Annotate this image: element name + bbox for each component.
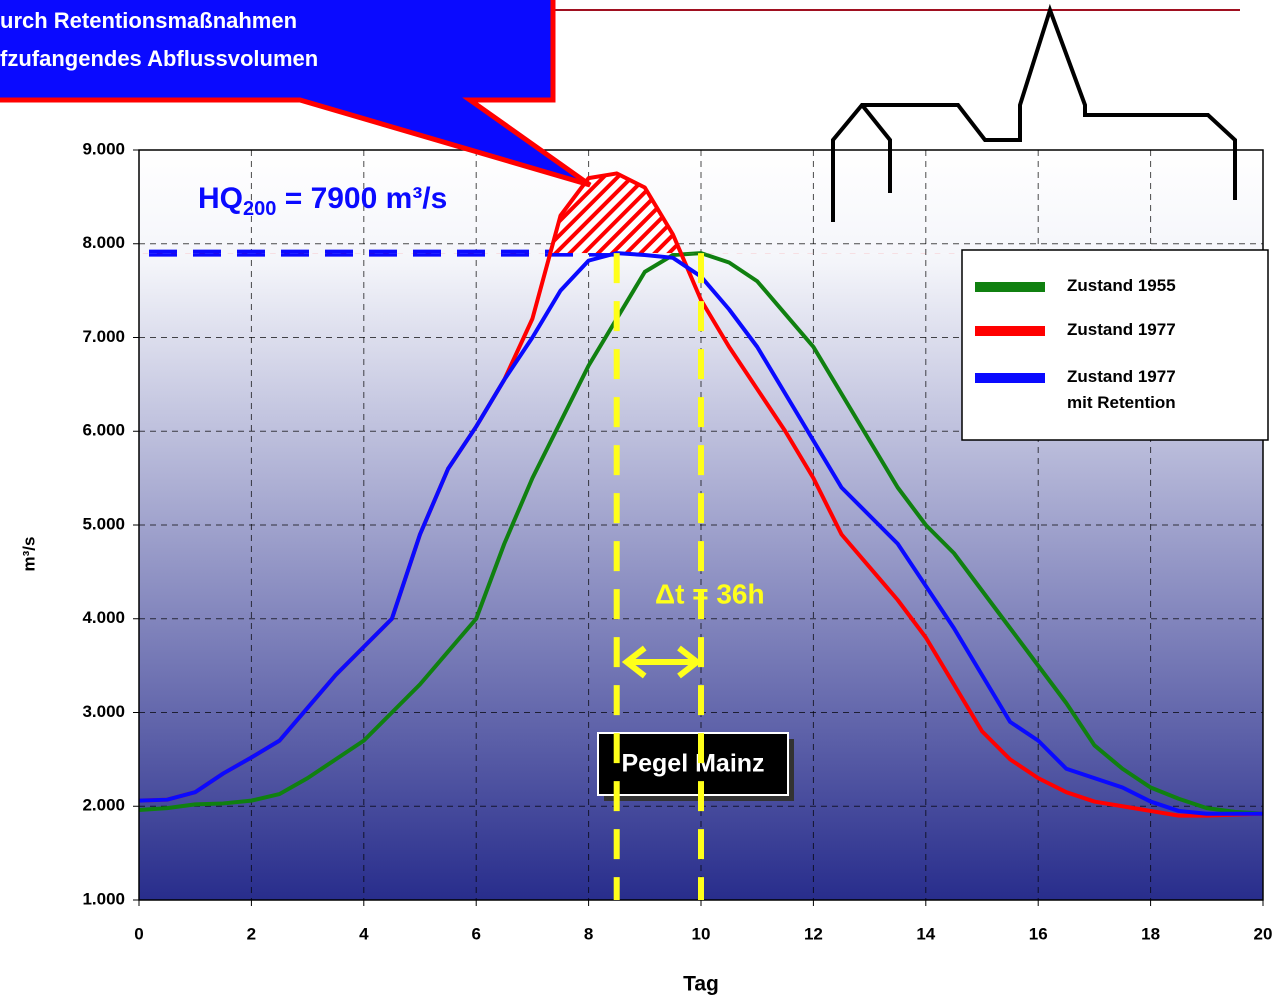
reference-label-rest: = 7900 m³/s (276, 182, 447, 215)
marks: HQ200 = 7900 m³/s (138, 171, 1264, 818)
y-axis-title: m³/s (19, 537, 38, 572)
delta-arrow (621, 645, 702, 679)
callout-line: urch Retentionsmaßnahmen (0, 8, 297, 33)
x-tick-label: 20 (1254, 924, 1273, 943)
legend-label-line: Zustand 1977 (1067, 367, 1176, 386)
x-tick-label: 10 (692, 924, 711, 943)
reference-label-main: HQ (198, 182, 243, 215)
reference-label-sub: 200 (243, 198, 276, 220)
legend-label-line: Zustand 1955 (1067, 276, 1176, 295)
town-silhouette (831, 3, 1237, 222)
x-tick-label: 16 (1029, 924, 1048, 943)
legend-frame (961, 249, 1269, 441)
x-tick-label: 0 (134, 924, 143, 943)
y-tick-label: 1.000 (82, 889, 125, 908)
callout-line: fzufangendes Abflussvolumen (0, 46, 318, 71)
delta-label: Δt = 36h (655, 578, 765, 609)
x-tick-label: 8 (584, 924, 593, 943)
ticks: 1.000 2.000 3.000 4.000 5.000 6.000 7.000 8.000… (82, 139, 1272, 943)
station-label: Pegel Mainz (621, 750, 764, 778)
legend-label: Zustand 1977 (1067, 320, 1176, 339)
y-tick-label: 7.000 (82, 327, 125, 346)
callout-box (0, 0, 592, 188)
y-tick-label: 8.000 (82, 233, 125, 252)
y-tick-label: 4.000 (82, 608, 125, 627)
y-tick-label: 6.000 (82, 421, 125, 440)
x-tick-label: 18 (1141, 924, 1160, 943)
x-tick-label: 14 (916, 924, 935, 943)
station-frame (597, 732, 789, 796)
reference-label: HQ200 = 7900 m³/s (198, 182, 447, 220)
legend-label: Zustand 1955 (1067, 276, 1176, 295)
y-tick-label: 5.000 (82, 514, 125, 533)
x-tick-label: 6 (471, 924, 480, 943)
legend-label-line: Zustand 1977 (1067, 320, 1176, 339)
x-tick-label: 2 (247, 924, 256, 943)
x-tick-label: 4 (359, 924, 369, 943)
overlay: Δt = 36h (613, 253, 765, 900)
y-tick-label: 2.000 (82, 796, 125, 815)
legend-label-line: mit Retention (1067, 393, 1176, 412)
x-tick-label: 12 (804, 924, 823, 943)
y-tick-label: 9.000 (82, 139, 125, 158)
y-tick-label: 3.000 (82, 702, 125, 721)
x-axis-title: Tag (683, 973, 719, 996)
station-box: Pegel Mainz (597, 732, 794, 801)
legend: Zustand 1955 Zustand 1977 Zustand 1977 mit … (961, 249, 1269, 441)
legend-label: Zustand 1977 mit Retention (1067, 367, 1176, 412)
